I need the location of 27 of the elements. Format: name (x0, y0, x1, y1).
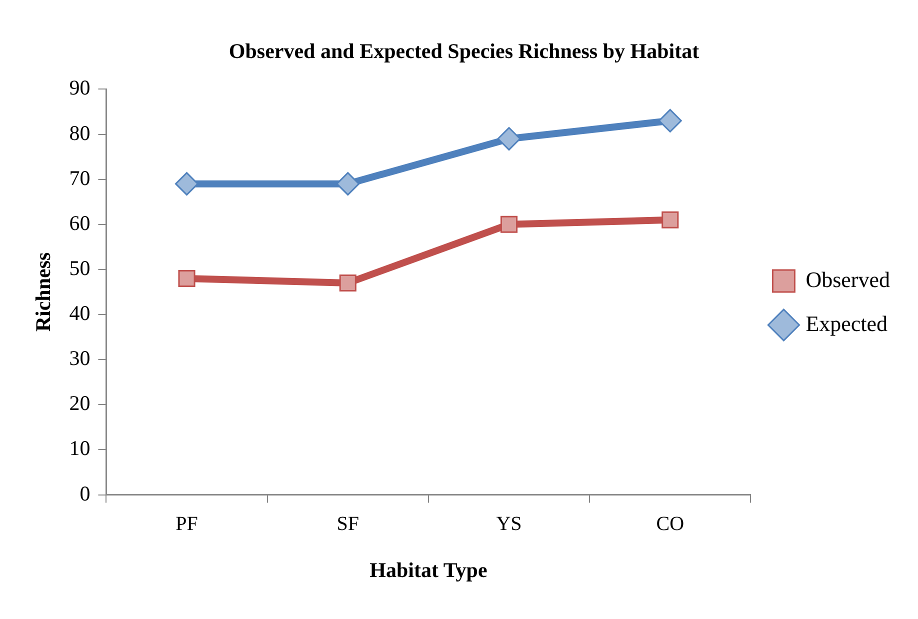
y-axis-title: Richness (31, 252, 56, 332)
chart-title: Observed and Expected Species Richness by Habitat (228, 39, 700, 64)
point (336, 172, 360, 196)
y-tick-label: 30 (69, 346, 90, 370)
legend-label: Observed (806, 266, 890, 292)
y-tick-label: 90 (69, 76, 90, 100)
legend-label: Expected (806, 310, 888, 336)
y-tick-label: 10 (69, 436, 90, 460)
point (662, 211, 679, 228)
x-tick-label: CO (656, 513, 684, 536)
point (178, 270, 196, 288)
x-axis-title: Habitat Type (370, 558, 488, 582)
y-tick-label: 20 (69, 391, 90, 416)
x-tick-label: YS (496, 513, 522, 536)
point (339, 274, 356, 292)
y-tick-label: 60 (69, 210, 90, 235)
point (497, 127, 521, 151)
y-tick-label: 80 (69, 120, 90, 145)
point (175, 172, 199, 196)
point (658, 108, 682, 132)
y-tick-label: 50 (69, 256, 90, 280)
y-tick-label: 40 (69, 301, 90, 326)
point (500, 216, 518, 233)
x-tick-label: SF (336, 513, 360, 536)
y-tick-label: 70 (69, 166, 90, 190)
y-tick-label: 0 (80, 481, 90, 506)
x-tick-label: PF (176, 513, 198, 536)
